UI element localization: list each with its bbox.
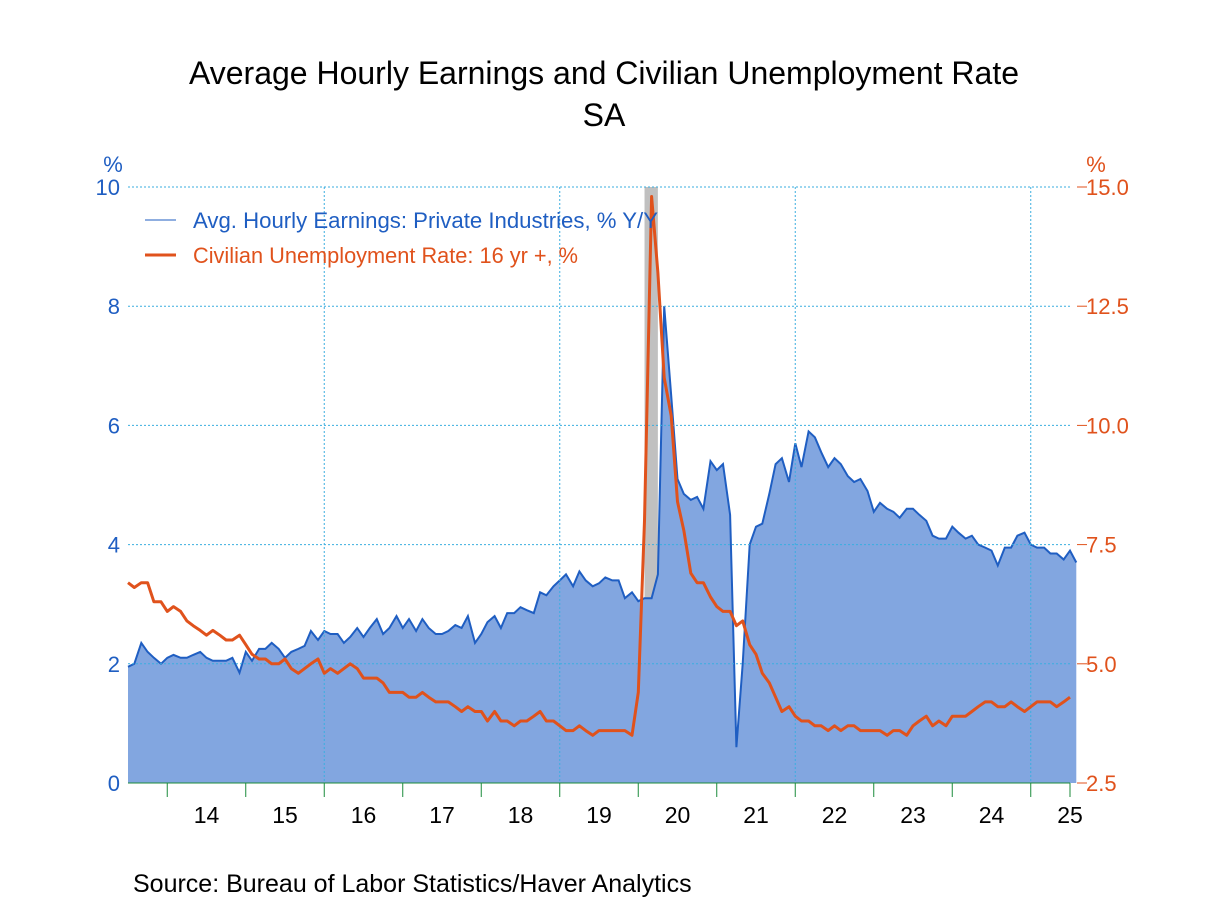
source-note: Source: Bureau of Labor Statistics/Haver… — [133, 870, 692, 898]
x-tick-label: 23 — [900, 802, 926, 828]
earnings-area — [128, 306, 1077, 783]
left-tick-label: 2 — [108, 652, 120, 677]
chart-title: Average Hourly Earnings and Civilian Une… — [188, 55, 1020, 91]
right-tick-label: 7.5 — [1086, 533, 1117, 558]
left-tick-label: 4 — [108, 533, 120, 558]
x-tick-label: 21 — [743, 802, 769, 828]
left-tick-label: 0 — [108, 771, 120, 796]
left-tick-label: 10 — [96, 175, 120, 200]
x-tick-label: 18 — [508, 802, 534, 828]
x-tick-label: 22 — [822, 802, 848, 828]
x-tick-label: 14 — [194, 802, 220, 828]
x-tick-label: 20 — [665, 802, 691, 828]
x-tick-label: 15 — [272, 802, 298, 828]
legend-label-earnings: Avg. Hourly Earnings: Private Industries… — [193, 208, 658, 233]
left-axis-unit: % — [103, 152, 123, 177]
x-tick-label: 16 — [351, 802, 377, 828]
right-tick-label: 2.5 — [1086, 771, 1117, 796]
x-tick-label: 24 — [979, 802, 1005, 828]
chart-subtitle: SA — [582, 97, 626, 133]
legend-label-unemployment: Civilian Unemployment Rate: 16 yr +, % — [193, 243, 578, 268]
unemployment-line — [127, 195, 1071, 737]
x-tick-label: 25 — [1057, 802, 1083, 828]
earnings-line — [127, 306, 1078, 748]
right-tick-label: 12.5 — [1086, 294, 1129, 319]
right-tick-label: 15.0 — [1086, 175, 1129, 200]
x-tick-label: 19 — [586, 802, 612, 828]
right-tick-label: 5.0 — [1086, 652, 1117, 677]
right-axis-unit: % — [1086, 152, 1106, 177]
x-tick-label: 17 — [429, 802, 455, 828]
left-tick-label: 8 — [108, 294, 120, 319]
left-tick-label: 6 — [108, 413, 120, 438]
right-tick-label: 10.0 — [1086, 413, 1129, 438]
